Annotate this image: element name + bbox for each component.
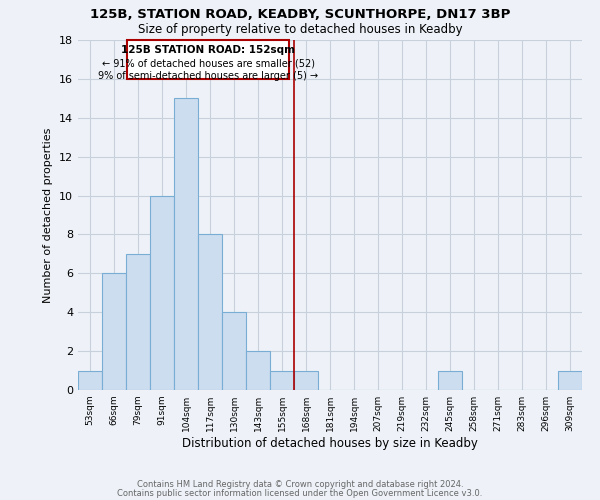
Bar <box>126 254 150 390</box>
Bar <box>294 370 318 390</box>
Y-axis label: Number of detached properties: Number of detached properties <box>43 128 53 302</box>
Bar <box>246 351 270 390</box>
Text: 125B, STATION ROAD, KEADBY, SCUNTHORPE, DN17 3BP: 125B, STATION ROAD, KEADBY, SCUNTHORPE, … <box>90 8 510 20</box>
Text: ← 91% of detached houses are smaller (52): ← 91% of detached houses are smaller (52… <box>102 58 315 68</box>
Bar <box>102 274 126 390</box>
Text: 125B STATION ROAD: 152sqm: 125B STATION ROAD: 152sqm <box>121 46 295 56</box>
Bar <box>150 196 174 390</box>
Bar <box>174 98 198 390</box>
Bar <box>78 370 102 390</box>
Bar <box>270 370 294 390</box>
X-axis label: Distribution of detached houses by size in Keadby: Distribution of detached houses by size … <box>182 437 478 450</box>
FancyBboxPatch shape <box>127 40 289 79</box>
Text: 9% of semi-detached houses are larger (5) →: 9% of semi-detached houses are larger (5… <box>98 70 318 81</box>
Bar <box>558 370 582 390</box>
Bar <box>198 234 222 390</box>
Bar <box>222 312 246 390</box>
Text: Contains public sector information licensed under the Open Government Licence v3: Contains public sector information licen… <box>118 488 482 498</box>
Text: Size of property relative to detached houses in Keadby: Size of property relative to detached ho… <box>137 22 463 36</box>
Text: Contains HM Land Registry data © Crown copyright and database right 2024.: Contains HM Land Registry data © Crown c… <box>137 480 463 489</box>
Bar <box>438 370 462 390</box>
